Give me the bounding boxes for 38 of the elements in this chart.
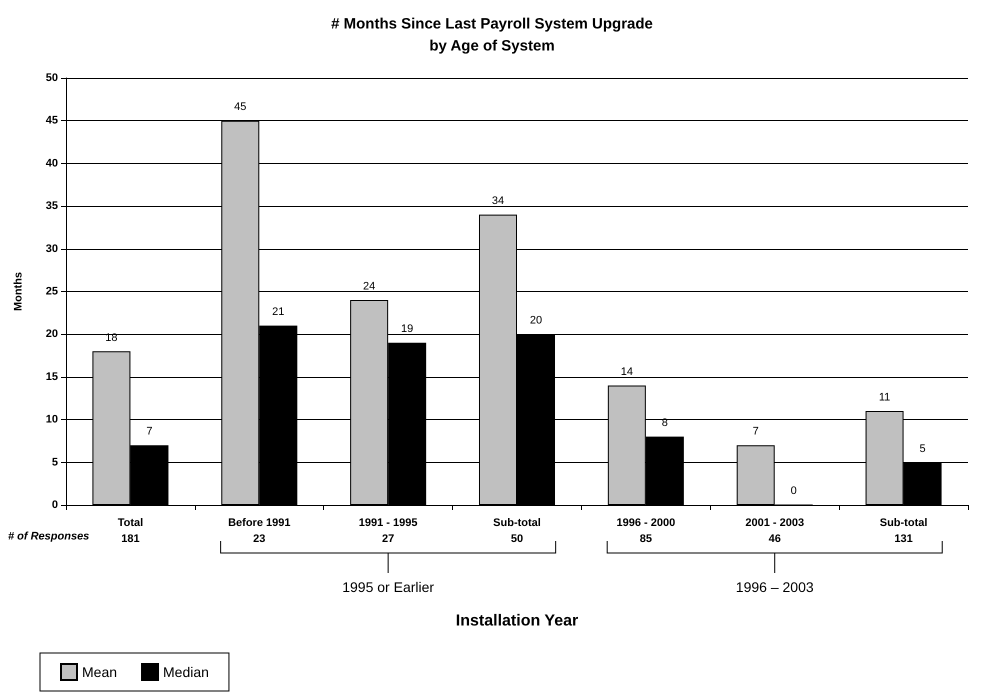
data-label: 20 bbox=[530, 314, 542, 327]
data-label: 34 bbox=[492, 195, 504, 208]
y-tick-label: 20 bbox=[46, 328, 58, 340]
data-label: 0 bbox=[790, 485, 797, 497]
x-tick-label: Total 181 bbox=[118, 517, 144, 545]
x-tick-label: 1996 - 2000 85 bbox=[616, 517, 676, 545]
x-tick-label: Before 1991 23 bbox=[228, 517, 290, 545]
chart-title: # Months Since Last Payroll System Upgrade by Age of System bbox=[331, 16, 653, 54]
x-tick-label: Sub-total 131 bbox=[880, 517, 928, 545]
data-label: 19 bbox=[401, 323, 414, 336]
legend-label: Mean bbox=[82, 664, 118, 680]
y-tick-label: 10 bbox=[46, 414, 58, 426]
x-axis-title: Installation Year bbox=[456, 612, 578, 630]
text: 1995 or Earlier bbox=[342, 579, 434, 595]
x-tick-label: 2001 - 2003 46 bbox=[745, 517, 804, 545]
data-label: 7 bbox=[752, 426, 759, 438]
data-label: 14 bbox=[620, 366, 633, 378]
y-tick-label: 15 bbox=[46, 370, 58, 383]
data-label: 24 bbox=[363, 280, 376, 293]
y-tick-label: 5 bbox=[52, 456, 58, 468]
y-tick-label: 35 bbox=[46, 200, 58, 212]
x-tick-label: Sub-total 50 bbox=[493, 517, 541, 545]
text: 1996 – 2003 bbox=[736, 579, 814, 595]
y-tick-label: 0 bbox=[52, 499, 58, 511]
x-tick-label: 1991 - 1995 27 bbox=[358, 517, 418, 545]
y-tick-label: 40 bbox=[46, 157, 58, 170]
y-tick-label: 25 bbox=[46, 286, 58, 298]
y-axis-title: Months bbox=[12, 272, 24, 312]
data-label: 11 bbox=[878, 392, 890, 404]
data-label: 45 bbox=[234, 101, 246, 114]
legend-label: Median bbox=[163, 664, 209, 680]
y-tick-label: 45 bbox=[46, 114, 58, 127]
data-label: 5 bbox=[920, 442, 926, 455]
text: # of Responses bbox=[8, 530, 90, 542]
y-tick-label: 50 bbox=[46, 72, 58, 84]
data-label: 7 bbox=[146, 426, 152, 438]
data-label: 21 bbox=[272, 306, 284, 318]
y-tick-label: 30 bbox=[46, 242, 58, 255]
